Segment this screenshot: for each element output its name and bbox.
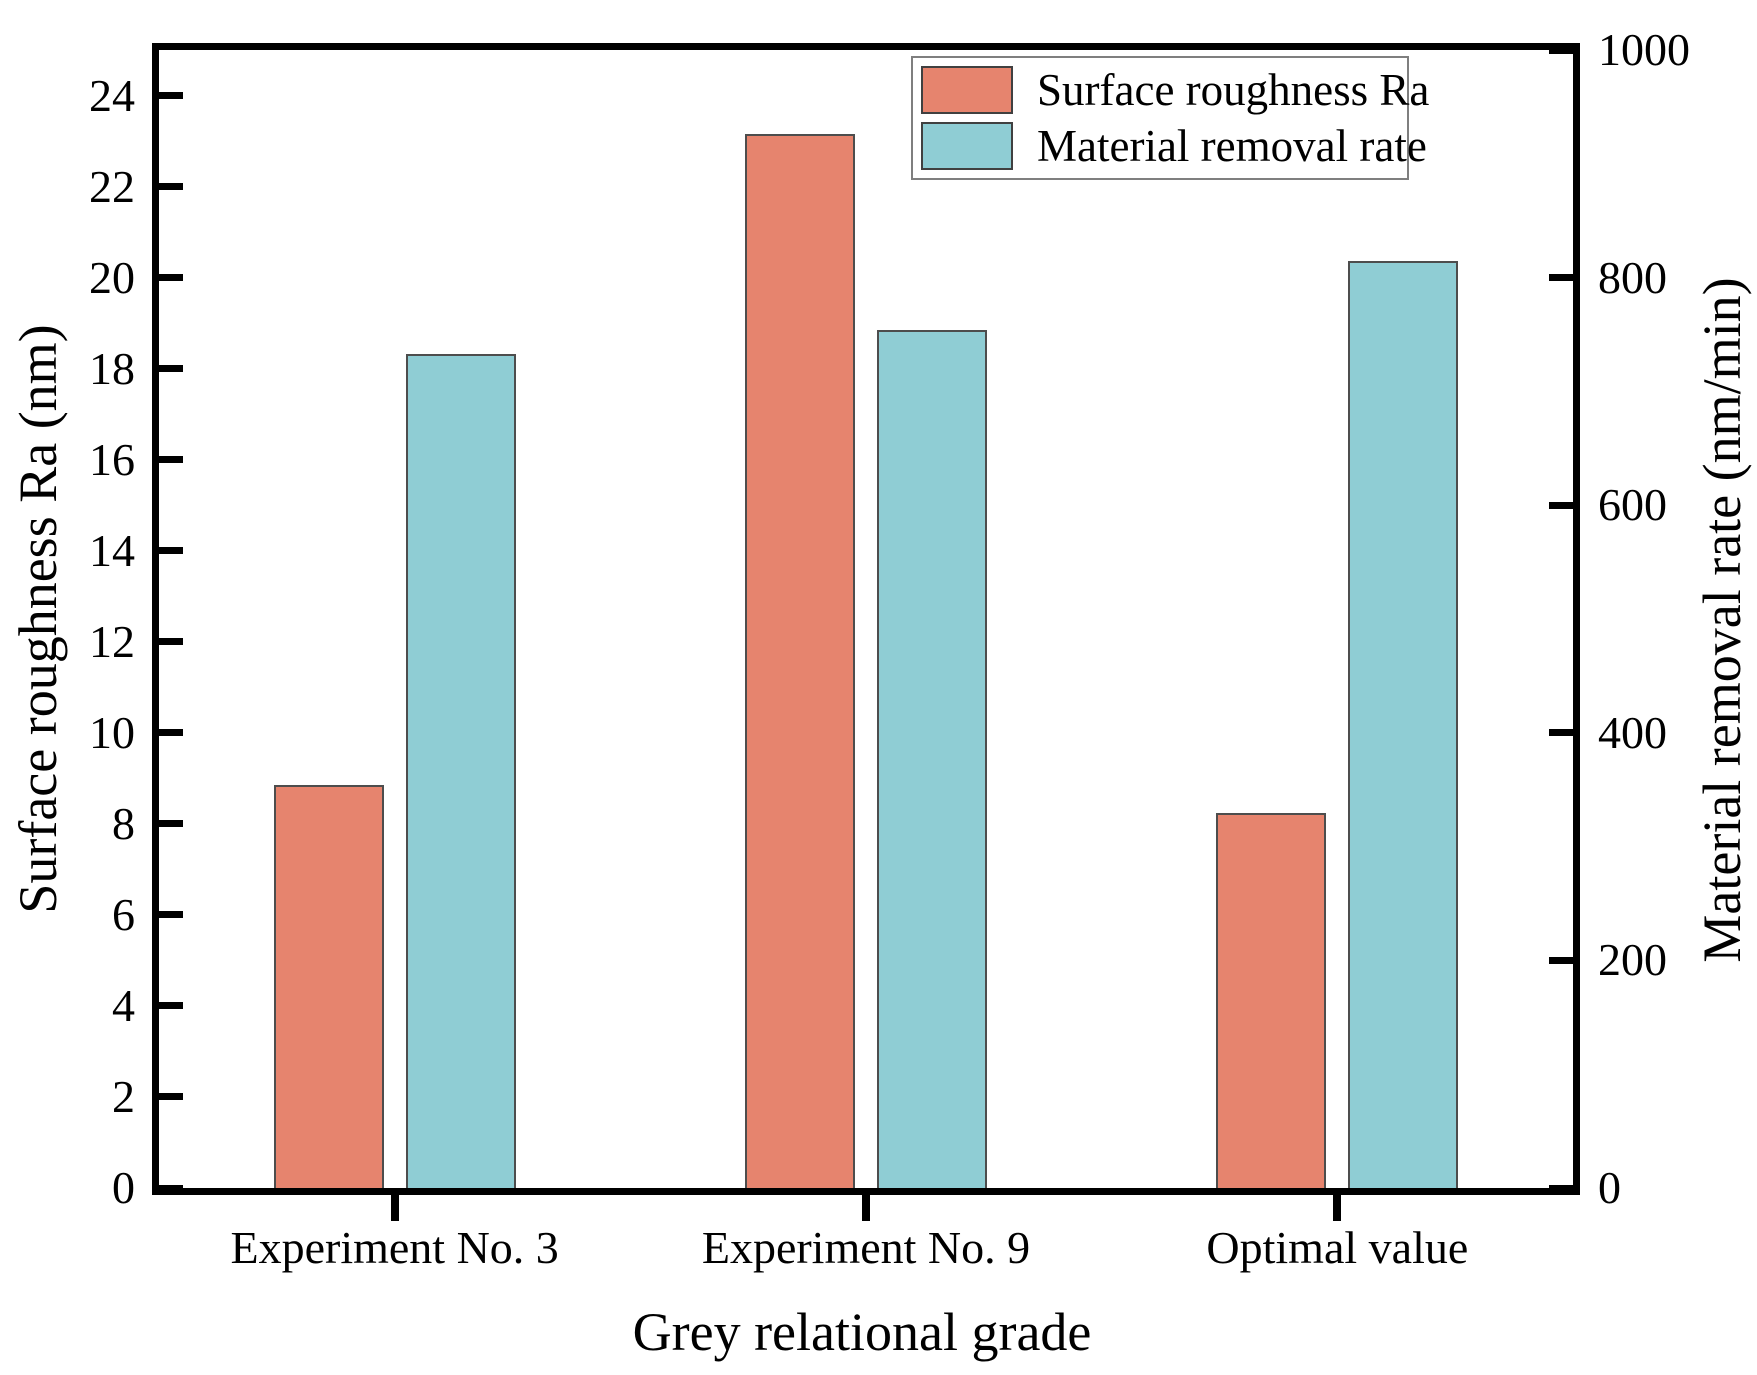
y-left-tick-label: 12 — [89, 615, 135, 667]
legend: Surface roughness Ra Material removal ra… — [911, 56, 1429, 180]
bar-surface-roughness-ra-optimal-value — [1216, 813, 1327, 1188]
x-tick — [390, 1195, 399, 1221]
y-left-tick-label: 2 — [112, 1070, 135, 1122]
bar-surface-roughness-ra-experiment-no-3 — [273, 784, 384, 1188]
y-right-tick — [1549, 274, 1573, 282]
y-left-tick-label: 10 — [89, 706, 135, 758]
y-left-tick-label: 6 — [112, 888, 135, 940]
bar-material-removal-rate-experiment-no-9 — [877, 329, 987, 1188]
y-axis-right-title: Material removal rate (nm/min) — [1692, 277, 1752, 963]
x-category-label-optimal-value: Optimal value — [1206, 1222, 1469, 1273]
y-right-tick — [1549, 729, 1573, 737]
y-left-tick-label: 24 — [89, 69, 135, 121]
y-left-tick — [159, 274, 183, 282]
y-left-tick-label: 14 — [89, 524, 135, 576]
y-right-tick-label: 400 — [1598, 706, 1667, 758]
y-left-tick-label: 18 — [89, 342, 135, 394]
x-tick — [862, 1195, 870, 1221]
y-left-tick — [159, 911, 183, 919]
y-left-tick — [159, 92, 183, 100]
y-right-tick-label: 1000 — [1598, 24, 1690, 75]
y-left-tick — [159, 1002, 183, 1010]
y-left-tick-label: 16 — [89, 433, 135, 485]
y-left-tick — [159, 183, 183, 191]
y-right-tick-label: 600 — [1598, 479, 1667, 531]
legend-label-surface-roughness: Surface roughness Ra — [1037, 65, 1430, 116]
legend-item-material-removal: Material removal rate — [921, 121, 1427, 171]
y-right-tick — [1549, 501, 1573, 509]
x-category-label-experiment-no-9: Experiment No. 9 — [701, 1222, 1031, 1273]
y-left-tick — [159, 729, 183, 737]
x-category-label-experiment-no-3: Experiment No. 3 — [230, 1222, 559, 1273]
y-right-tick — [1549, 956, 1573, 964]
bar-material-removal-rate-optimal-value — [1348, 260, 1459, 1188]
y-left-tick-label: 4 — [112, 979, 135, 1031]
y-left-tick — [159, 547, 183, 555]
bar-surface-roughness-ra-experiment-no-9 — [745, 134, 855, 1188]
y-left-tick — [159, 820, 183, 828]
y-left-tick — [159, 365, 183, 373]
x-axis-title: Grey relational grade — [632, 1302, 1092, 1362]
y-right-tick-label: 800 — [1598, 251, 1667, 303]
y-left-tick-label: 22 — [89, 160, 135, 212]
y-left-tick — [159, 638, 183, 646]
y-right-tick — [1549, 46, 1573, 54]
y-left-tick — [159, 1184, 183, 1192]
x-tick — [1333, 1195, 1342, 1221]
y-left-tick-label: 20 — [89, 251, 135, 303]
y-left-tick-label: 8 — [112, 797, 135, 849]
legend-swatch-material-removal — [921, 121, 1013, 170]
y-left-tick — [159, 1093, 183, 1101]
y-left-tick — [159, 456, 183, 464]
legend-label-material-removal: Material removal rate — [1037, 120, 1427, 171]
y-right-tick — [1549, 1184, 1573, 1192]
y-left-tick-label: 0 — [112, 1162, 135, 1213]
legend-item-surface-roughness: Surface roughness Ra — [921, 65, 1429, 115]
plot-area — [152, 43, 1580, 1195]
legend-swatch-surface-roughness — [921, 66, 1013, 115]
y-right-tick-label: 0 — [1598, 1162, 1621, 1213]
y-right-tick-label: 200 — [1598, 934, 1667, 986]
bar-material-removal-rate-experiment-no-3 — [405, 353, 516, 1188]
